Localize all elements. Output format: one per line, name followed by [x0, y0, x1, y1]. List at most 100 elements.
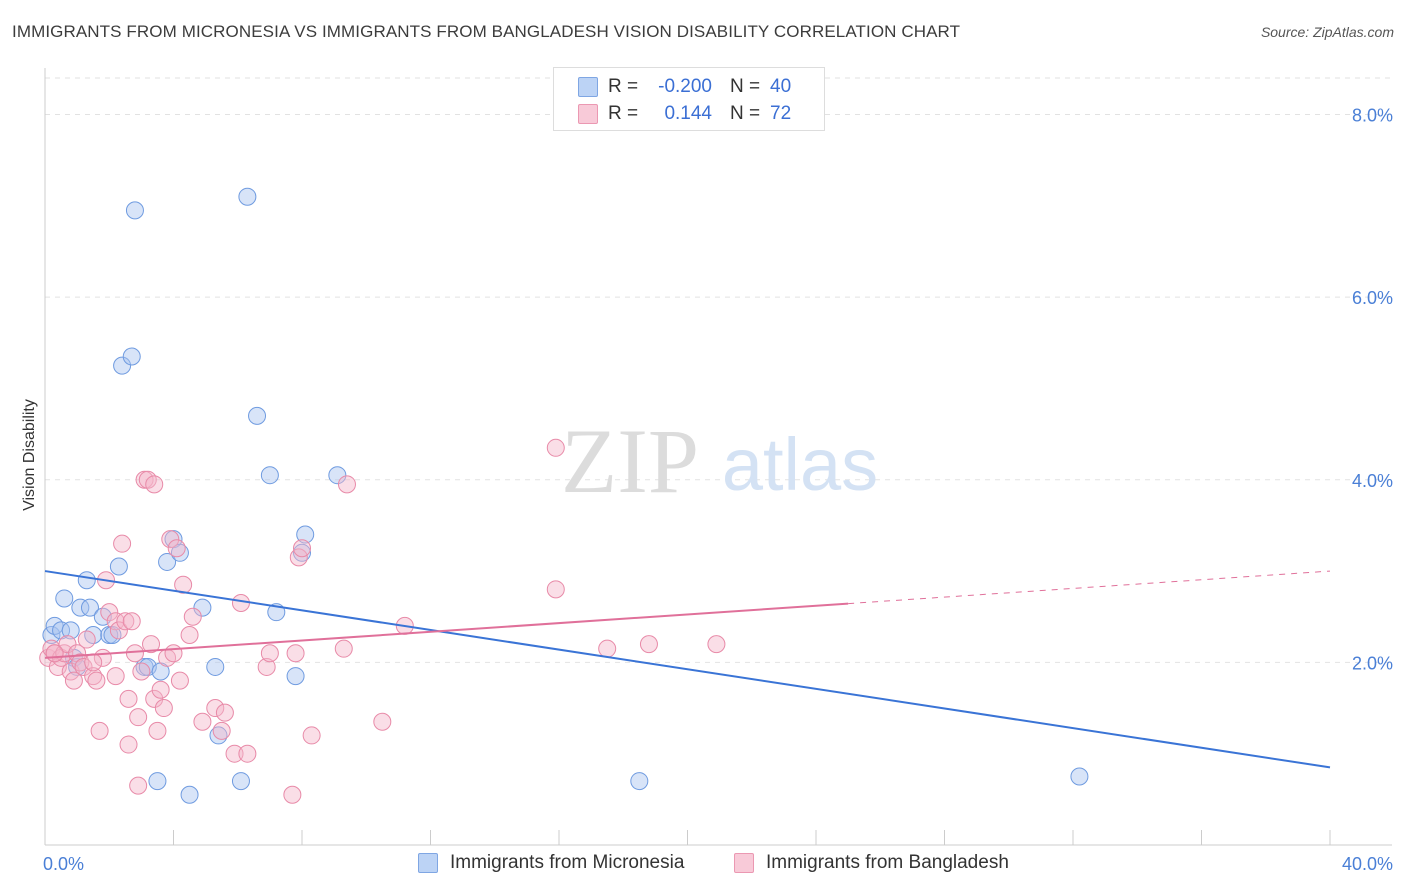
data-point [260, 644, 279, 663]
data-point [109, 621, 128, 640]
data-point [125, 644, 144, 663]
data-point [154, 699, 173, 718]
data-point [260, 466, 279, 485]
data-point [302, 726, 321, 745]
data-point [122, 612, 141, 631]
data-point [164, 644, 183, 663]
data-point [257, 657, 276, 676]
legend-r-label: R = [608, 103, 639, 124]
grid-lines [45, 77, 1392, 663]
legend-label-micronesia: Immigrants from Micronesia [450, 852, 685, 873]
data-point [1070, 767, 1089, 786]
data-point [707, 635, 726, 654]
y-tick-label: 6.0% [1352, 288, 1393, 308]
trend-line-extension [848, 570, 1331, 605]
data-point [174, 575, 193, 594]
legend-swatch-bangladesh [734, 853, 754, 873]
y-tick-label: 2.0% [1352, 653, 1393, 673]
data-point [100, 603, 119, 622]
legend-r-label: R = [608, 76, 639, 97]
legend-n-label: N = [730, 103, 761, 124]
data-point [142, 635, 161, 654]
data-point [77, 630, 96, 649]
data-point [231, 772, 250, 791]
data-point [58, 635, 77, 654]
y-tick-label: 4.0% [1352, 471, 1393, 491]
legend-swatch-micronesia [578, 77, 598, 97]
data-point [170, 671, 189, 690]
data-point [167, 539, 186, 558]
data-point [84, 653, 103, 672]
data-point [283, 785, 302, 804]
legend-label-bangladesh: Immigrants from Bangladesh [766, 852, 1009, 873]
legend-row-bangladesh: R = 0.144 N = 72 [578, 101, 791, 127]
watermark-zip: ZIP [561, 410, 699, 512]
data-point [231, 594, 250, 613]
data-point [103, 625, 122, 644]
data-point [286, 644, 305, 663]
data-point [546, 438, 565, 457]
data-point [71, 598, 90, 617]
data-point [206, 657, 225, 676]
data-point [193, 712, 212, 731]
watermark-atlas: atlas [722, 423, 878, 506]
axes [44, 68, 1392, 846]
data-point [296, 525, 315, 544]
legend-swatch-bangladesh [578, 104, 598, 124]
data-point [138, 470, 157, 489]
legend-item-micronesia: Immigrants from Micronesia [418, 852, 684, 874]
data-point [328, 466, 347, 485]
legend-swatch-micronesia [418, 853, 438, 873]
data-point [151, 680, 170, 699]
data-point [193, 598, 212, 617]
data-point [238, 744, 257, 763]
data-point [180, 625, 199, 644]
data-point [109, 557, 128, 576]
data-point [158, 552, 177, 571]
data-point [598, 639, 617, 658]
data-point [80, 598, 99, 617]
data-point [337, 475, 356, 494]
legend-n-label: N = [730, 76, 761, 97]
trend-layer [44, 570, 1331, 769]
x-tick-labels: 0.0% 40.0% [43, 854, 1393, 874]
data-point [639, 635, 658, 654]
data-point [132, 662, 151, 681]
data-point [293, 539, 311, 558]
data-point [148, 772, 167, 791]
series-legend: Immigrants from Micronesia Immigrants fr… [0, 852, 1406, 878]
data-point [248, 406, 267, 425]
data-point [74, 657, 93, 676]
data-point [334, 639, 353, 658]
data-point [129, 708, 148, 727]
legend-item-bangladesh: Immigrants from Bangladesh [734, 852, 1009, 874]
data-point [215, 703, 234, 722]
data-point [45, 644, 64, 663]
x-tick-label: 0.0% [43, 854, 84, 874]
data-point [212, 721, 231, 740]
legend-n-value: 40 [770, 76, 792, 97]
data-point [373, 712, 392, 731]
trend-line [44, 570, 1331, 769]
data-point [180, 785, 199, 804]
data-point [145, 689, 164, 708]
data-point [113, 356, 132, 375]
y-tick-label: 8.0% [1352, 106, 1393, 126]
data-point [61, 621, 80, 640]
y-axis-label: Vision Disability [21, 399, 38, 511]
data-point [286, 667, 305, 686]
data-point [84, 625, 103, 644]
data-point [106, 667, 125, 686]
data-point [125, 201, 144, 220]
watermark: ZIP atlas [561, 410, 878, 512]
legend-r-value: -0.200 [658, 76, 712, 97]
chart-title: IMMIGRANTS FROM MICRONESIA VS IMMIGRANTS… [12, 22, 961, 41]
x-tick-label: 40.0% [1342, 854, 1393, 874]
data-point [145, 475, 164, 494]
data-point [119, 689, 138, 708]
data-point [546, 580, 565, 599]
data-point [122, 347, 141, 366]
y-tick-labels: 2.0% 4.0% 6.0% 8.0% [1352, 106, 1393, 674]
legend-n-value: 72 [770, 103, 792, 124]
